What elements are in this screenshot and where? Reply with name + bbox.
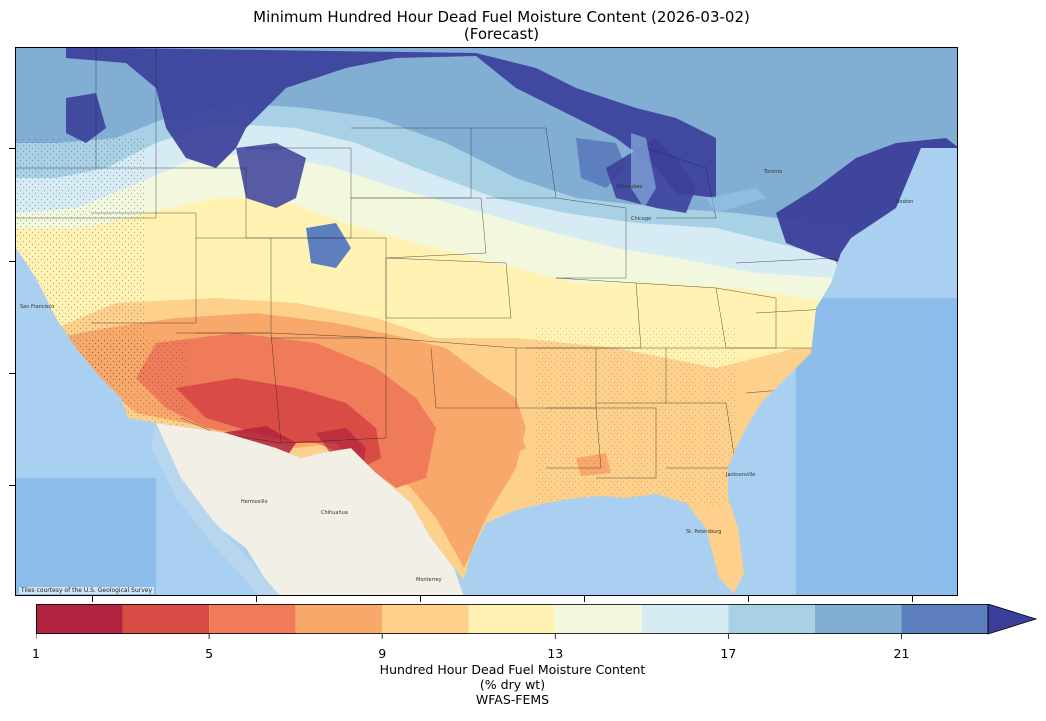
colorbar-extend-arrow bbox=[987, 604, 1038, 635]
colorbar-label-line-1: Hundred Hour Dead Fuel Moisture Content bbox=[379, 662, 646, 677]
colorbar-tick-label: 9 bbox=[378, 646, 387, 661]
pacific-ocean bbox=[16, 478, 156, 595]
colorbar bbox=[36, 604, 1038, 639]
lake-erie bbox=[706, 188, 766, 213]
colorbar-tick-label: 17 bbox=[720, 646, 737, 661]
colorbar-bin bbox=[122, 604, 210, 634]
colorbar-bin bbox=[209, 604, 296, 634]
place-label: Milwaukee bbox=[616, 184, 642, 190]
y-tick-mark bbox=[9, 261, 15, 262]
place-label: Chihuahua bbox=[321, 510, 348, 516]
place-label: Chicago bbox=[631, 216, 651, 222]
colorbar-tick-label: 13 bbox=[547, 646, 564, 661]
colorbar-label-line-3: WFAS-FEMS bbox=[475, 692, 550, 707]
x-tick-mark bbox=[912, 596, 913, 602]
place-label: San Francisco bbox=[20, 304, 54, 310]
atlantic-ocean bbox=[796, 298, 957, 595]
colorbar-bin bbox=[728, 604, 815, 634]
tile-credit: Tiles courtesy of the U.S. Geological Su… bbox=[19, 587, 155, 594]
colorbar-label-line-2: (% dry wt) bbox=[479, 677, 546, 692]
colorbar-tick-label: 21 bbox=[893, 646, 910, 661]
place-label: Toronto bbox=[763, 169, 782, 175]
mexico-land bbox=[156, 423, 464, 595]
x-tick-mark bbox=[584, 596, 585, 602]
place-label: Boston bbox=[896, 199, 913, 205]
colorbar-tick-label: 5 bbox=[205, 646, 214, 661]
place-label: Jacksonville bbox=[725, 472, 755, 478]
y-tick-mark bbox=[9, 148, 15, 149]
colorbar-tick-label: 1 bbox=[32, 646, 40, 661]
colorbar-title: Hundred Hour Dead Fuel Moisture Content … bbox=[0, 662, 1025, 707]
colorbar-bin bbox=[641, 604, 729, 634]
place-label: St. Petersburg bbox=[686, 529, 721, 535]
x-tick-mark bbox=[748, 596, 749, 602]
map-canvas: San Francisco Hermosillo Chihuahua Monte… bbox=[16, 48, 957, 595]
colorbar-bin bbox=[814, 604, 902, 634]
colorbar-bin bbox=[901, 604, 988, 634]
lake-michigan bbox=[631, 133, 656, 208]
map-panel[interactable]: San Francisco Hermosillo Chihuahua Monte… bbox=[15, 47, 958, 596]
place-label: Hermosillo bbox=[241, 499, 268, 505]
colorbar-bin bbox=[382, 604, 469, 634]
place-label: Monterrey bbox=[416, 577, 442, 583]
chart-title: Minimum Hundred Hour Dead Fuel Moisture … bbox=[0, 9, 1003, 43]
y-tick-mark bbox=[9, 485, 15, 486]
colorbar-bin bbox=[555, 604, 642, 634]
x-tick-mark bbox=[92, 596, 93, 602]
colorbar-frame bbox=[36, 604, 989, 635]
colorbar-bin bbox=[295, 604, 383, 634]
title-line-1: Minimum Hundred Hour Dead Fuel Moisture … bbox=[253, 8, 750, 26]
colorbar-bin bbox=[468, 604, 556, 634]
x-tick-mark bbox=[420, 596, 421, 602]
colorbar-bin bbox=[36, 604, 123, 634]
x-tick-mark bbox=[256, 596, 257, 602]
title-line-2: (Forecast) bbox=[463, 25, 540, 43]
y-tick-mark bbox=[9, 373, 15, 374]
